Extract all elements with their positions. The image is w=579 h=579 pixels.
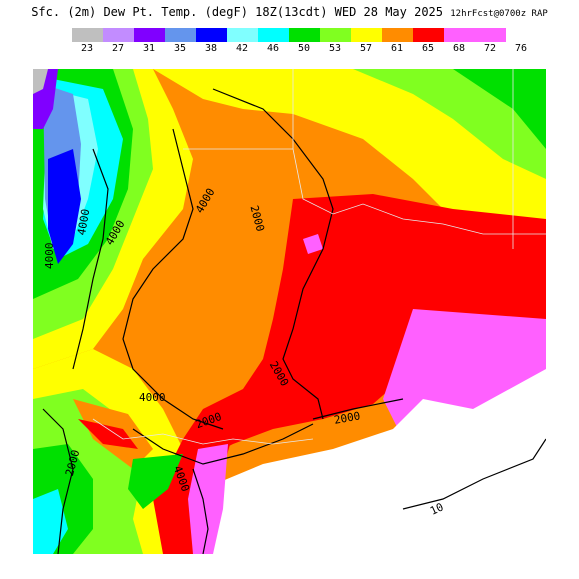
border-b <box>292 148 546 235</box>
legend-swatch <box>196 28 227 42</box>
contour-4000-c <box>192 468 209 554</box>
contour-4000-b <box>42 408 74 554</box>
contour-4000-a <box>122 128 224 430</box>
contour-2000-b <box>132 423 314 465</box>
contour-label-10: 4000 <box>43 242 56 270</box>
legend-swatch <box>475 28 506 42</box>
legend-swatch <box>351 28 382 42</box>
legend-tick-label: 57 <box>359 43 373 54</box>
legend-swatch <box>103 28 134 42</box>
legend-tick-label: 50 <box>297 43 311 54</box>
state-borders <box>92 69 546 445</box>
contour-label-5: 4000 <box>139 391 166 404</box>
legend-swatch <box>165 28 196 42</box>
legend-tick-label: 76 <box>514 43 528 54</box>
legend-tick-label: 61 <box>390 43 404 54</box>
legend-swatch <box>134 28 165 42</box>
legend-swatch <box>258 28 289 42</box>
border-c <box>92 418 314 445</box>
legend-tick-label: 65 <box>421 43 435 54</box>
fill-red-core <box>183 194 546 459</box>
legend-tick-label: 42 <box>235 43 249 54</box>
legend-swatch <box>413 28 444 42</box>
legend-tick-label: 27 <box>111 43 125 54</box>
legend-swatch <box>289 28 320 42</box>
contour-6000 <box>72 148 109 370</box>
elevation-contours <box>42 88 546 554</box>
dewpoint-map: 4000 4000 4000 2000 4000 2000 2000 2000 … <box>33 69 546 554</box>
map-title-main: Sfc. (2m) Dew Pt. Temp. (degF) 18Z(13cdt… <box>31 5 444 19</box>
map-title-sub: 12hrFcst@0700z RAP <box>450 9 548 19</box>
map-canvas <box>33 69 546 554</box>
contour-2000-c <box>312 398 404 420</box>
legend-swatch <box>72 28 103 42</box>
fill-magenta-spot <box>303 234 323 254</box>
legend-tick-labels: 23 27 31 35 38 42 46 50 53 57 61 65 68 72 76 <box>0 43 579 57</box>
contour-2000-a <box>212 88 334 420</box>
contour-10 <box>402 438 546 510</box>
legend-tick-label: 68 <box>452 43 466 54</box>
legend-swatch <box>382 28 413 42</box>
fill-magenta-south <box>188 444 228 554</box>
legend-tick-label: 35 <box>173 43 187 54</box>
fill-green-south <box>128 454 183 509</box>
fill-blue-west <box>48 149 81 264</box>
legend-tick-label: 31 <box>142 43 156 54</box>
legend-tick-label: 72 <box>483 43 497 54</box>
fill-green-ne <box>453 69 546 149</box>
map-title: Sfc. (2m) Dew Pt. Temp. (degF) 18Z(13cdt… <box>0 5 579 19</box>
legend-tick-label: 46 <box>266 43 280 54</box>
legend-tick-label: 38 <box>204 43 218 54</box>
legend-swatch <box>444 28 475 42</box>
legend-swatch <box>320 28 351 42</box>
fill-white-se <box>203 369 546 554</box>
fill-red-sw <box>78 419 138 449</box>
legend-tick-label: 53 <box>328 43 342 54</box>
color-legend <box>72 28 512 42</box>
fill-gray-nw <box>33 69 48 94</box>
legend-swatch <box>227 28 258 42</box>
legend-tick-label: 23 <box>80 43 94 54</box>
